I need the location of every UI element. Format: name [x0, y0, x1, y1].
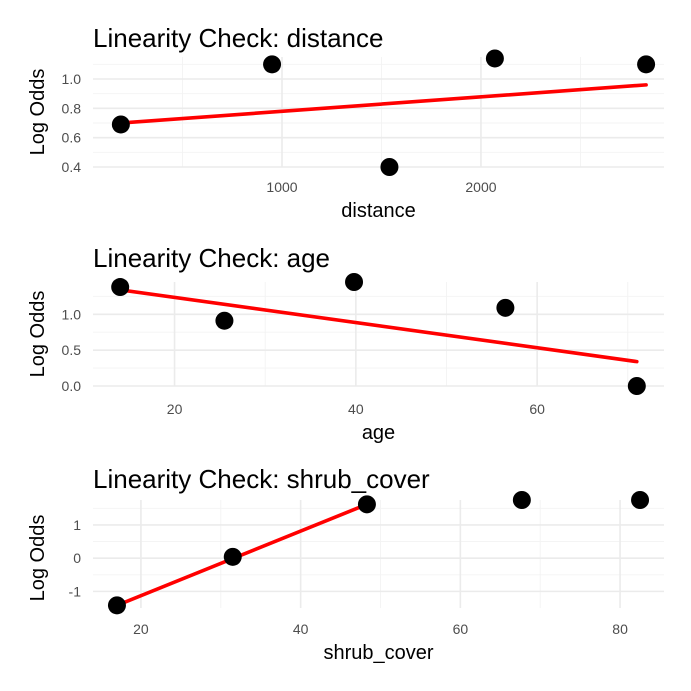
chart-title: Linearity Check: shrub_cover: [93, 464, 430, 494]
data-points: [111, 49, 656, 176]
data-point: [637, 55, 656, 74]
minor-gridlines: [93, 57, 664, 167]
minor-gridlines: [93, 282, 664, 386]
y-axis-label: Log Odds: [27, 69, 49, 156]
x-tick-label: 2000: [465, 179, 496, 195]
data-point: [111, 278, 130, 297]
x-tick-label: 20: [167, 401, 183, 417]
x-tick-label: 80: [612, 621, 628, 637]
data-point: [512, 491, 531, 509]
major-gridlines: [93, 500, 664, 608]
x-tick-label: 40: [348, 401, 364, 417]
y-axis-label: Log Odds: [27, 515, 49, 602]
major-gridlines: [93, 57, 664, 168]
data-point: [345, 273, 364, 291]
y-tick-label: -1: [69, 583, 82, 599]
y-tick-label: 1: [73, 517, 81, 533]
x-tick-label: 60: [453, 621, 469, 637]
chart-title: Linearity Check: age: [93, 243, 330, 273]
chart-panel-3: 20 40 60 80 -1 0 1 Linearity Check: shrub_cover…: [27, 464, 664, 664]
x-axis-label: age: [362, 422, 395, 444]
x-tick-label: 1000: [266, 179, 297, 195]
y-tick-label: 0.5: [62, 342, 82, 358]
x-tick-label: 60: [529, 401, 545, 417]
data-point: [223, 547, 242, 566]
y-tick-label: 0.0: [62, 378, 82, 394]
data-point: [627, 377, 646, 395]
data-points: [111, 273, 646, 395]
y-tick-label: 0.6: [62, 130, 82, 146]
data-point: [357, 495, 376, 514]
major-gridlines: [93, 282, 664, 387]
y-tick-label: 0: [73, 550, 81, 566]
data-point: [380, 158, 399, 176]
y-tick-label: 0.8: [62, 100, 82, 116]
chart-panel-2: 20 40 60 0.0 0.5 1.0 Linearity Check: age age Lo…: [27, 243, 664, 444]
data-point: [107, 596, 126, 615]
y-tick-label: 1.0: [62, 71, 82, 87]
data-point: [496, 298, 515, 317]
data-point: [215, 311, 234, 330]
x-axis-label: distance: [341, 200, 416, 222]
regression-line: [119, 83, 648, 125]
data-point: [111, 115, 130, 134]
x-tick-label: 40: [293, 621, 309, 637]
x-tick-label: 20: [133, 621, 149, 637]
regression-line: [118, 288, 639, 364]
data-point: [631, 491, 650, 509]
chart-panel-1: 1000 2000 0.4 0.6 0.8 1.0 Linearity Check: dis…: [27, 23, 664, 222]
y-tick-label: 0.4: [62, 159, 82, 175]
data-point: [485, 49, 504, 68]
chart-title: Linearity Check: distance: [93, 23, 383, 53]
data-point: [263, 55, 282, 74]
x-axis-label: shrub_cover: [323, 642, 433, 664]
regression-line: [115, 502, 369, 608]
y-tick-label: 1.0: [62, 306, 82, 322]
y-axis-label: Log Odds: [27, 291, 49, 378]
data-points: [107, 491, 650, 615]
